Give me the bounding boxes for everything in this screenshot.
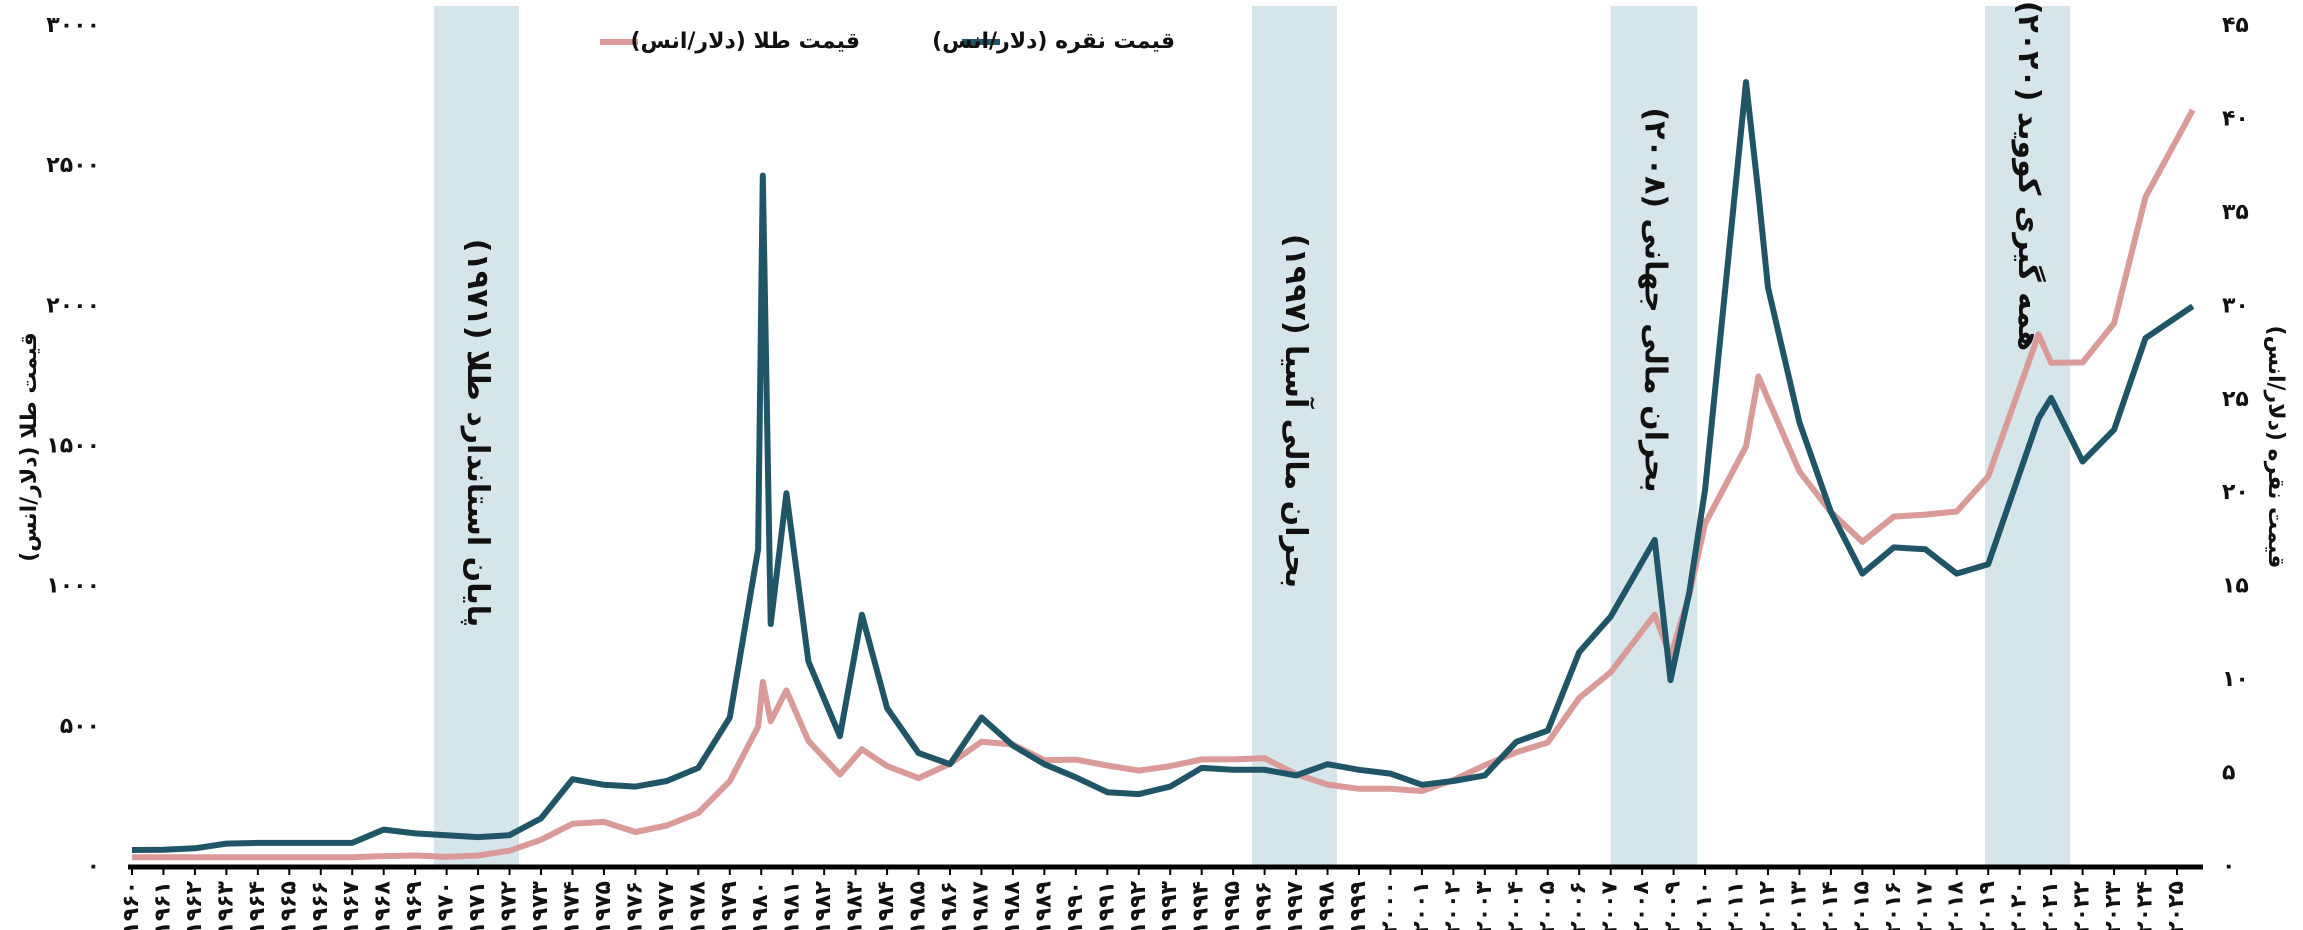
x-tick-label: ۱۹۸۹: [1031, 881, 1056, 930]
x-tick-label: ۱۹۶۶: [308, 881, 333, 930]
event-label: بحران مالی جهانی (۲۰۰۸): [1637, 107, 1672, 492]
x-tick-label: ۱۹۸۲: [811, 880, 836, 930]
x-tick-label: ۱۹۷۱: [465, 881, 490, 930]
x-tick-label: ۱۹۷۵: [591, 881, 616, 930]
x-tick-label: ۱۹۷۴: [559, 881, 584, 930]
x-tick-label: ۲۰۰۷: [1598, 880, 1623, 930]
event-label: پایان استاندارد طلا (۱۹۷۱): [460, 239, 495, 628]
y-axis-title: قیمت طلا (دلار/انس): [17, 332, 42, 562]
x-tick-label: ۲۰۲۰: [2007, 881, 2032, 930]
x-tick-label: ۲۰۰۸: [1629, 880, 1654, 930]
x-tick-label: ۱۹۷۹: [717, 881, 742, 930]
legend-label: قیمت طلا (دلار/انس): [630, 29, 860, 54]
x-tick-label: ۲۰۰۱: [1409, 881, 1434, 930]
x-tick-label: ۱۹۶۱: [150, 881, 175, 930]
x-tick-label: ۲۰۱۵: [1849, 881, 1874, 930]
x-tick-label: ۲۰۲۳: [2101, 880, 2126, 930]
x-tick-label: ۲۰۰۹: [1661, 881, 1686, 930]
x-tick-label: ۱۹۶۲: [182, 880, 207, 930]
y-tick-label: ۰: [87, 854, 100, 879]
y-tick-label: ۵۰۰: [60, 714, 100, 739]
series-line: [131, 79, 2195, 853]
y2-tick-label: ۱۰: [2222, 667, 2249, 692]
y2-tick-label: ۲۵: [2222, 387, 2249, 412]
y-tick-label: ۲۵۰۰: [46, 153, 100, 178]
x-tick-label: ۲۰۲۱: [2038, 881, 2063, 930]
x-tick-label: ۲۰۰۶: [1566, 881, 1591, 930]
y2-tick-label: ۳۵: [2222, 200, 2249, 225]
x-tick-label: ۱۹۹۷: [1283, 880, 1308, 930]
legend-label: قیمت نقره (دلار/انس): [932, 29, 1175, 54]
y2-tick-label: ۴۵: [2222, 13, 2249, 38]
x-tick-label: ۱۹۸۷: [968, 880, 993, 930]
x-tick-label: ۱۹۶۷: [339, 880, 364, 930]
x-tick-label: ۱۹۹۴: [1189, 881, 1214, 930]
x-tick-label: ۱۹۷۸: [685, 880, 710, 930]
x-tick-label: ۲۰۲۲: [2070, 880, 2095, 930]
x-tick-label: ۲۰۱۷: [1912, 880, 1937, 930]
x-tick-label: ۱۹۶۴: [245, 881, 270, 930]
series-line: [132, 108, 2196, 861]
x-tick-label: ۱۹۶۳: [213, 880, 238, 930]
y2-tick-label: ۴۰: [2222, 106, 2249, 131]
x-tick-label: ۱۹۸۵: [906, 881, 931, 930]
x-tick-label: ۲۰۱۲: [1755, 880, 1780, 930]
event-label: بحران مالی آسیا (۱۹۹۷): [1278, 234, 1315, 588]
y-tick-label: ۳۰۰۰: [46, 13, 100, 38]
x-tick-label: ۱۹۶۸: [371, 880, 396, 930]
x-tick-label: ۱۹۸۸: [1000, 880, 1025, 930]
event-band: [434, 6, 519, 867]
y-tick-label: ۱۰۰۰: [46, 574, 100, 599]
y2-axis-title: قیمت نقره (دلار/انس): [2263, 326, 2288, 569]
x-tick-label: ۲۰۰۳: [1472, 880, 1497, 930]
x-tick-label: ۲۰۰۴: [1503, 881, 1528, 930]
event-band: [1252, 6, 1337, 867]
x-tick-label: ۱۹۷۲: [497, 880, 522, 930]
x-tick-label: ۱۹۶۹: [402, 881, 427, 930]
event-label: همه گیری کووید (۲۰۲۰): [2011, 1, 2047, 351]
y-tick-label: ۲۰۰۰: [46, 293, 100, 318]
x-tick-label: ۲۰۱۰: [1692, 881, 1717, 930]
y2-tick-label: ۲۰: [2222, 480, 2249, 505]
x-tick-label: ۱۹۸۱: [780, 881, 805, 930]
y-tick-label: ۱۵۰۰: [46, 434, 100, 459]
x-tick-label: ۲۰۱۳: [1786, 880, 1811, 930]
x-tick-label: ۲۰۰۲: [1440, 880, 1465, 930]
x-tick-label: ۱۹۷۰: [434, 881, 459, 930]
x-tick-label: ۲۰۱۱: [1724, 881, 1749, 930]
x-tick-label: ۲۰۲۵: [2164, 881, 2189, 930]
x-tick-label: ۱۹۹۹: [1346, 881, 1371, 930]
x-tick-label: ۲۰۱۹: [1975, 881, 2000, 930]
x-tick-label: ۲۰۰۵: [1535, 881, 1560, 930]
x-tick-label: ۱۹۷۷: [654, 880, 679, 930]
x-tick-label: ۱۹۹۸: [1315, 880, 1340, 930]
x-tick-label: ۱۹۶۰: [119, 881, 144, 930]
x-tick-label: ۱۹۸۴: [874, 881, 899, 930]
x-tick-label: ۲۰۱۴: [1818, 881, 1843, 930]
x-tick-label: ۱۹۷۳: [528, 880, 553, 930]
y2-tick-label: ۱۵: [2222, 574, 2249, 599]
x-tick-label: ۲۰۲۴: [2133, 881, 2158, 930]
x-tick-label: ۲۰۱۸: [1944, 880, 1969, 930]
x-tick-label: ۲۰۰۰: [1377, 881, 1402, 930]
y2-tick-label: ۰: [2222, 854, 2235, 879]
x-tick-label: ۱۹۸۰: [748, 881, 773, 930]
y2-tick-label: ۵: [2222, 761, 2235, 786]
x-tick-label: ۱۹۹۲: [1126, 880, 1151, 930]
x-tick-label: ۱۹۹۳: [1157, 880, 1182, 930]
event-band: [1610, 6, 1698, 867]
x-tick-label: ۱۹۹۶: [1252, 881, 1277, 930]
x-tick-label: ۱۹۸۶: [937, 881, 962, 930]
x-tick-label: ۱۹۸۳: [843, 880, 868, 930]
x-tick-label: ۱۹۶۵: [276, 881, 301, 930]
x-tick-label: ۲۰۱۶: [1881, 881, 1906, 930]
x-tick-label: ۱۹۷۶: [622, 881, 647, 930]
x-tick-label: ۱۹۹۰: [1063, 881, 1088, 930]
x-tick-label: ۱۹۹۵: [1220, 881, 1245, 930]
y2-tick-label: ۳۰: [2222, 293, 2249, 318]
x-tick-label: ۱۹۹۱: [1094, 881, 1119, 930]
